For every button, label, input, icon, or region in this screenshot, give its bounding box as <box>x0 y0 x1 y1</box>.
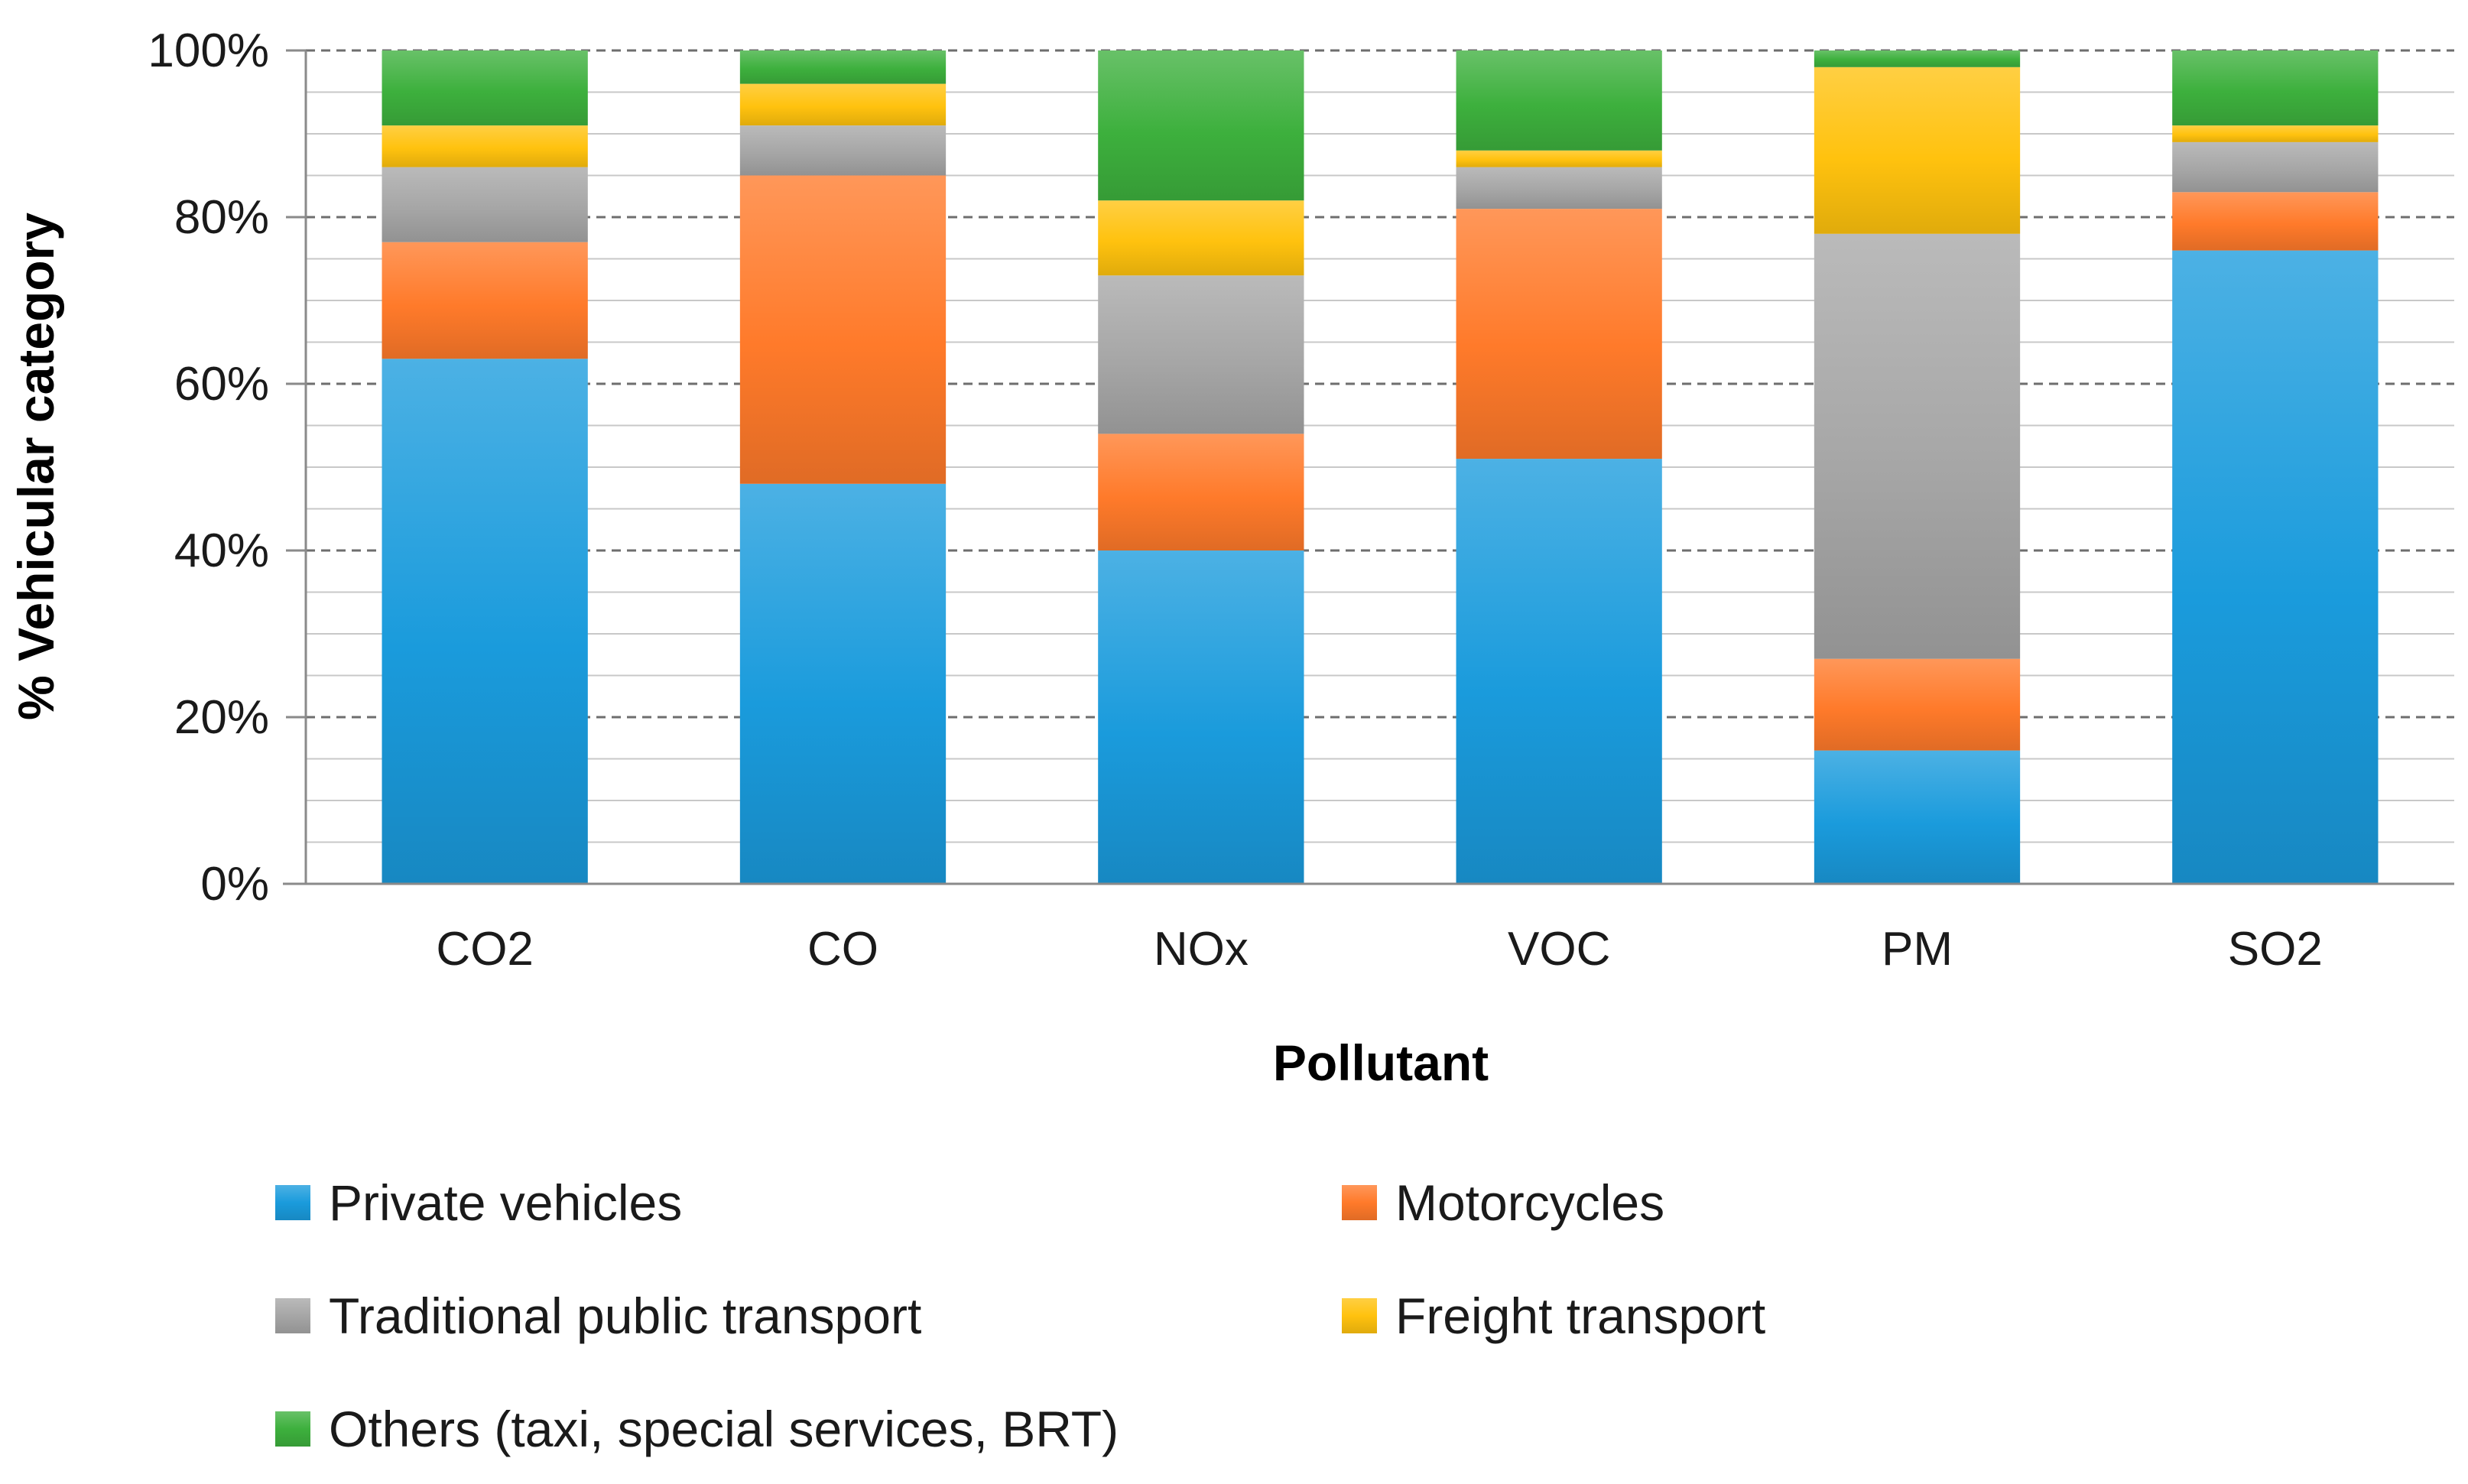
legend-swatch-motorcycles <box>1342 1185 1377 1220</box>
legend: Private vehicles Motorcycles Traditional… <box>275 1174 2187 1457</box>
legend-label: Motorcycles <box>1395 1174 1665 1231</box>
bar-stack-voc <box>1456 50 1662 884</box>
x-tick-label-voc: VOC <box>1508 923 1610 976</box>
stacked-bar-chart: 0% 20% 40% 60% 80% 100% CO2 CO NOx VOC PM SO2 % Veh… <box>8 24 2454 1091</box>
legend-label: Traditional public transport <box>329 1288 922 1344</box>
legend-item-motorcycles: Motorcycles <box>1342 1174 1664 1232</box>
y-tick-label: 100% <box>148 24 269 77</box>
legend-item-traditional-public-transport: Traditional public transport <box>275 1287 921 1345</box>
bar-segment-voc-others-taxi-special-services-brt <box>1456 50 1662 151</box>
axes: 0% 20% 40% 60% 80% 100% CO2 CO NOx VOC PM SO2 <box>148 24 2454 976</box>
bar-segment-nox-others-taxi-special-services-brt <box>1098 50 1304 201</box>
bar-segment-so2-others-taxi-special-services-brt <box>2172 50 2379 126</box>
legend-label: Others (taxi, special services, BRT) <box>329 1401 1119 1457</box>
y-tick-label: 80% <box>174 191 269 244</box>
x-tick-label-co2: CO2 <box>436 923 533 976</box>
bar-segment-nox-private-vehicles <box>1098 550 1304 884</box>
y-tick-label: 20% <box>174 691 269 744</box>
bar-segment-nox-motorcycles <box>1098 434 1304 550</box>
bar-stack-pm <box>1814 50 2021 884</box>
y-axis-title: % Vehicular category <box>8 213 64 720</box>
legend-item-others: Others (taxi, special services, BRT) <box>275 1400 1119 1458</box>
bar-segment-pm-motorcycles <box>1814 658 2021 751</box>
x-tick-label-pm: PM <box>1882 923 1953 976</box>
bar-segment-nox-traditional-public-transport <box>1098 275 1304 434</box>
bar-segment-so2-freight-transport <box>2172 125 2379 142</box>
legend-item-private-vehicles: Private vehicles <box>275 1174 682 1232</box>
bar-segment-co-motorcycles <box>739 175 947 484</box>
bar-segment-pm-traditional-public-transport <box>1814 233 2021 659</box>
bar-segment-co-private-vehicles <box>739 483 947 884</box>
legend-swatch-freight-transport <box>1342 1298 1377 1333</box>
bar-segment-voc-freight-transport <box>1456 150 1662 167</box>
bar-segment-co2-freight-transport <box>382 125 588 167</box>
bar-segment-nox-freight-transport <box>1098 200 1304 276</box>
gridlines <box>306 49 2454 843</box>
bar-segment-so2-private-vehicles <box>2172 250 2379 885</box>
bar-segment-co-traditional-public-transport <box>739 125 947 176</box>
bar-segment-pm-freight-transport <box>1814 67 2021 234</box>
legend-label: Freight transport <box>1395 1288 1766 1344</box>
legend-swatch-private-vehicles <box>275 1185 310 1220</box>
y-tick-label: 40% <box>174 524 269 577</box>
x-axis-title: Pollutant <box>1273 1034 1489 1091</box>
y-tick-label: 60% <box>174 358 269 411</box>
legend-label: Private vehicles <box>329 1174 683 1231</box>
bar-segment-co2-traditional-public-transport <box>382 167 588 242</box>
bar-segment-voc-private-vehicles <box>1456 459 1662 884</box>
bar-segment-so2-motorcycles <box>2172 192 2379 251</box>
bar-stack-so2 <box>2172 50 2379 885</box>
bar-segment-co-freight-transport <box>739 83 947 126</box>
bar-segment-voc-motorcycles <box>1456 209 1662 459</box>
x-tick-label-co: CO <box>807 923 878 976</box>
bar-stack-nox <box>1098 50 1304 884</box>
bars <box>382 50 2379 885</box>
bar-segment-co2-motorcycles <box>382 242 588 359</box>
bar-segment-co2-private-vehicles <box>382 359 588 884</box>
bar-segment-pm-others-taxi-special-services-brt <box>1814 50 2021 67</box>
x-tick-label-so2: SO2 <box>2228 923 2323 976</box>
x-tick-label-nox: NOx <box>1154 923 1249 976</box>
bar-segment-voc-traditional-public-transport <box>1456 167 1662 209</box>
bar-segment-co-others-taxi-special-services-brt <box>739 50 947 84</box>
bar-segment-so2-traditional-public-transport <box>2172 141 2379 193</box>
legend-swatch-others <box>275 1411 310 1447</box>
bar-stack-co2 <box>382 50 588 884</box>
bar-segment-co2-others-taxi-special-services-brt <box>382 50 588 126</box>
legend-swatch-traditional-public-transport <box>275 1298 310 1333</box>
bar-stack-co <box>739 50 947 884</box>
bar-segment-pm-private-vehicles <box>1814 750 2021 884</box>
legend-item-freight-transport: Freight transport <box>1342 1287 1765 1345</box>
y-tick-label: 0% <box>200 858 269 911</box>
